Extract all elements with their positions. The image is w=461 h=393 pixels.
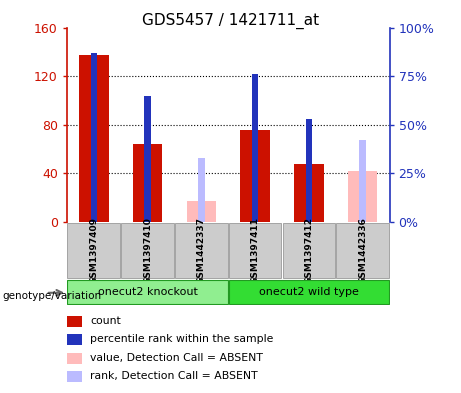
Text: rank, Detection Call = ABSENT: rank, Detection Call = ABSENT xyxy=(90,371,258,381)
FancyBboxPatch shape xyxy=(229,280,389,303)
Text: GSM1397412: GSM1397412 xyxy=(304,217,313,284)
FancyBboxPatch shape xyxy=(336,222,389,279)
Text: GSM1397409: GSM1397409 xyxy=(89,217,98,284)
Text: count: count xyxy=(90,316,121,326)
Bar xyxy=(306,119,312,222)
Bar xyxy=(240,130,270,222)
Text: percentile rank within the sample: percentile rank within the sample xyxy=(90,334,273,344)
Text: GSM1442337: GSM1442337 xyxy=(197,217,206,284)
FancyBboxPatch shape xyxy=(229,222,281,279)
Text: onecut2 wild type: onecut2 wild type xyxy=(259,287,359,297)
Bar xyxy=(187,201,216,222)
Text: GDS5457 / 1421711_at: GDS5457 / 1421711_at xyxy=(142,13,319,29)
Text: genotype/variation: genotype/variation xyxy=(2,290,101,301)
Bar xyxy=(294,163,324,222)
Text: GSM1397410: GSM1397410 xyxy=(143,217,152,284)
FancyBboxPatch shape xyxy=(121,222,174,279)
Bar xyxy=(360,140,366,222)
Text: onecut2 knockout: onecut2 knockout xyxy=(98,287,197,297)
Bar xyxy=(348,171,378,222)
Bar xyxy=(198,158,205,222)
FancyBboxPatch shape xyxy=(175,222,228,279)
FancyBboxPatch shape xyxy=(67,222,120,279)
Text: GSM1442336: GSM1442336 xyxy=(358,217,367,284)
Bar xyxy=(90,53,97,222)
Text: value, Detection Call = ABSENT: value, Detection Call = ABSENT xyxy=(90,353,263,363)
Bar xyxy=(79,55,108,222)
Bar xyxy=(133,144,162,222)
Bar xyxy=(252,74,258,222)
FancyBboxPatch shape xyxy=(283,222,335,279)
FancyBboxPatch shape xyxy=(67,280,228,303)
Bar xyxy=(144,95,151,222)
Text: GSM1397411: GSM1397411 xyxy=(251,217,260,284)
